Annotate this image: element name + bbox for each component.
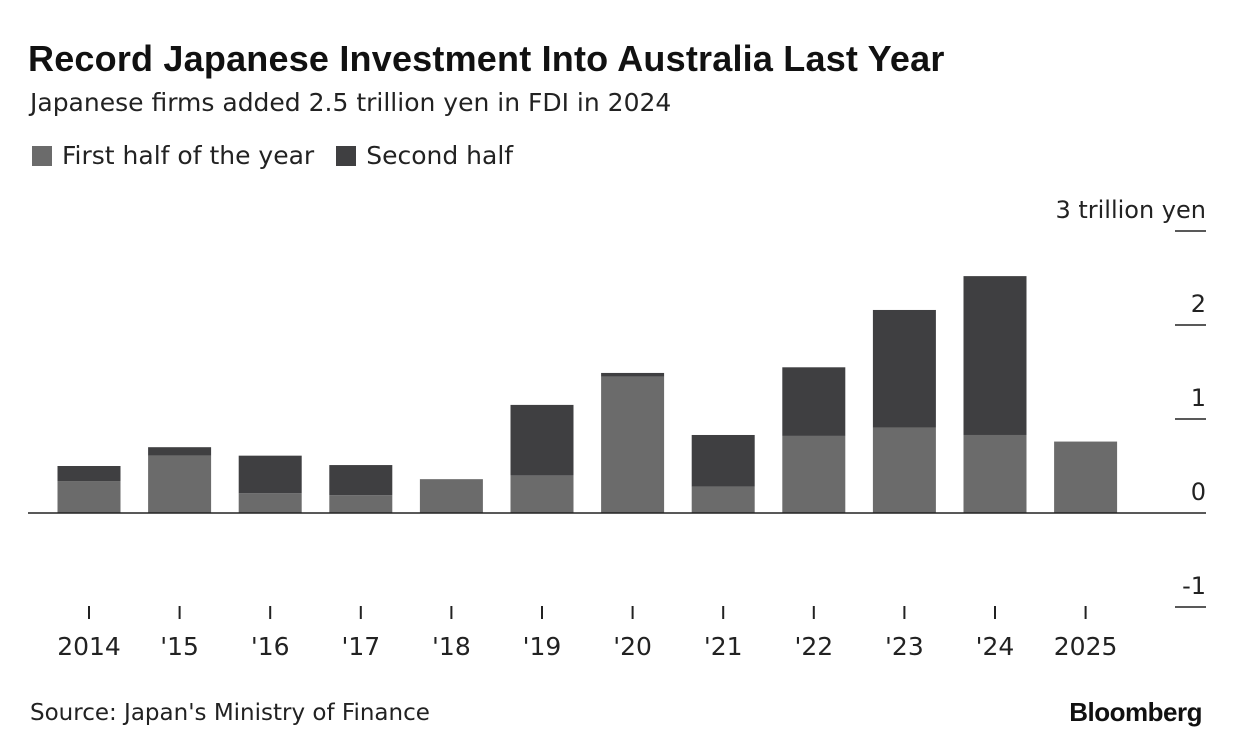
bar-first-half	[57, 481, 121, 513]
y-tick-label: 3 trillion yen	[1055, 196, 1206, 224]
x-tick-label: '20	[613, 632, 652, 661]
x-tick-label: '24	[976, 632, 1015, 661]
x-tick-label: '21	[704, 632, 743, 661]
legend-item-first-half: First half of the year	[32, 141, 314, 170]
bar-second-half	[691, 434, 755, 487]
legend: First half of the year Second half	[32, 141, 535, 170]
bar-second-half	[57, 466, 121, 482]
bar-second-half	[329, 465, 393, 496]
bar-first-half	[1054, 441, 1118, 513]
x-tick-label: 2014	[57, 632, 121, 661]
y-tick-label: 1	[1191, 384, 1206, 412]
bar-first-half	[510, 475, 574, 513]
y-tick-label: -1	[1182, 572, 1206, 600]
source-note: Source: Japan's Ministry of Finance	[30, 700, 430, 726]
legend-label-first-half: First half of the year	[62, 141, 315, 170]
legend-label-second-half: Second half	[366, 141, 514, 170]
bar-first-half	[601, 376, 665, 513]
x-tick-label: '19	[523, 632, 562, 661]
x-tick-label: '15	[160, 632, 199, 661]
x-tick-label: '23	[885, 632, 924, 661]
x-tick-label: 2025	[1054, 632, 1118, 661]
bar-second-half	[872, 309, 936, 428]
legend-swatch-first-half	[32, 145, 52, 166]
bar-second-half	[148, 447, 212, 456]
legend-swatch-second-half	[336, 145, 357, 166]
x-tick-label: '18	[432, 632, 471, 661]
chart-subtitle: Japanese firms added 2.5 trillion yen in…	[30, 88, 672, 117]
bar-first-half	[238, 493, 302, 513]
x-tick-label: '17	[341, 632, 380, 661]
bar-first-half	[963, 434, 1027, 513]
bar-first-half	[148, 455, 212, 513]
y-tick-label: 2	[1191, 290, 1206, 318]
bloomberg-logo: Bloomberg	[1069, 697, 1202, 727]
x-tick-label: '22	[794, 632, 833, 661]
bar-first-half	[782, 435, 846, 513]
bar-second-half	[963, 276, 1027, 435]
y-tick-label: 0	[1191, 478, 1206, 506]
x-tick-label: '16	[251, 632, 290, 661]
bar-first-half	[419, 479, 483, 513]
bar-second-half	[510, 404, 574, 476]
legend-item-second-half: Second half	[336, 141, 513, 170]
bar-second-half	[782, 367, 846, 436]
bar-first-half	[691, 486, 755, 513]
bar-first-half	[872, 427, 936, 513]
bar-second-half	[238, 455, 302, 494]
chart-title: Record Japanese Investment Into Australi…	[28, 38, 945, 79]
bar-first-half	[329, 495, 393, 513]
bar-second-half	[601, 372, 665, 377]
